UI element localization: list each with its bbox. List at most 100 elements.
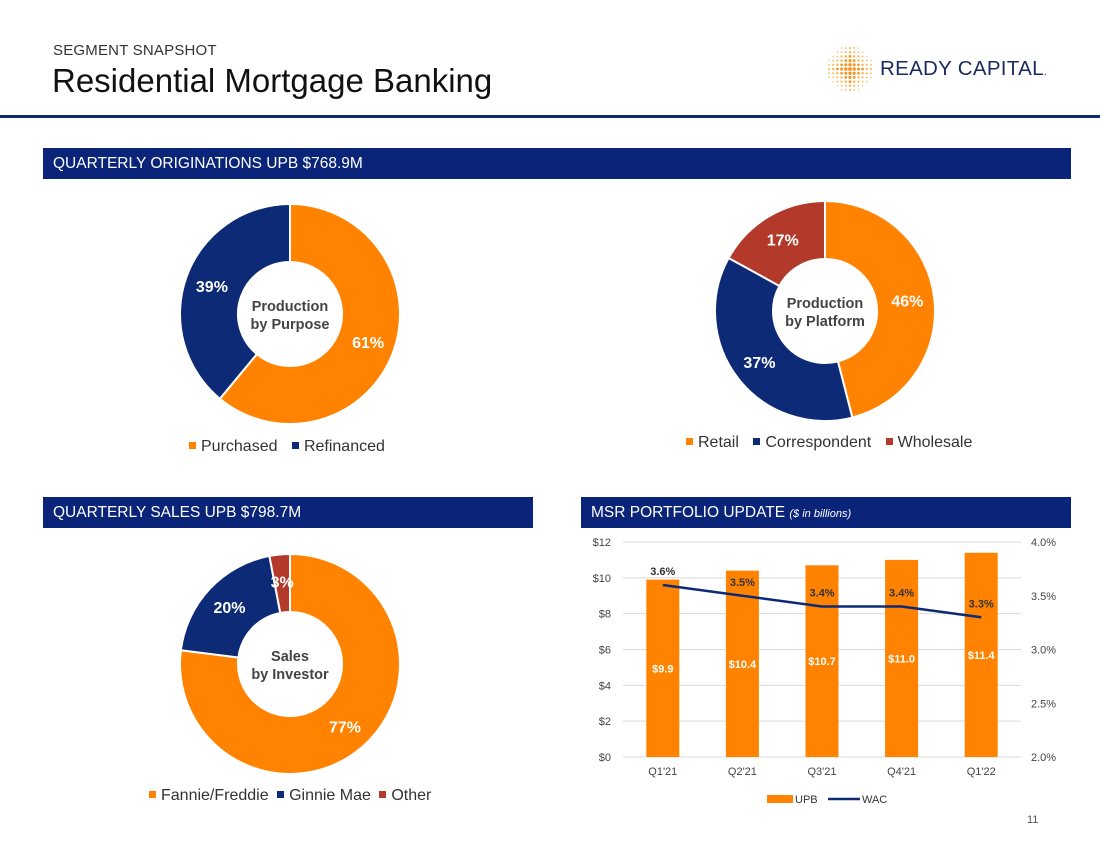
- logo-dot: [836, 72, 839, 75]
- logo-dot: [836, 63, 839, 66]
- legend-swatch: [277, 791, 285, 798]
- logo-dot: [853, 55, 856, 58]
- logo-dot: [836, 85, 839, 87]
- legend-label-wac: WAC: [862, 794, 887, 806]
- logo-dot: [844, 63, 848, 67]
- legend-swatch: [149, 791, 156, 798]
- page-number: 11: [1027, 814, 1039, 826]
- slice-label-purchased: 61%: [352, 335, 384, 352]
- logo-dot: [861, 85, 864, 87]
- logo-dot: [840, 47, 843, 49]
- logo-dot: [861, 55, 864, 58]
- logo-dot: [861, 59, 864, 62]
- legend-label-upb: UPB: [795, 794, 818, 806]
- logo-dot: [840, 51, 843, 54]
- logo-dot: [861, 80, 864, 83]
- slice-label-wholesale: 17%: [767, 233, 799, 250]
- logo-dot: [840, 84, 843, 87]
- sales-by-investor-donut: 77% 20% 3% Sales by Investor: [179, 552, 401, 775]
- logo-dot: [832, 80, 834, 83]
- logo-dot: [857, 55, 860, 58]
- logo-dot: [848, 84, 852, 87]
- logo-dot: [857, 76, 860, 79]
- logo-dot: [828, 59, 830, 62]
- wac-point-label: 3.3%: [969, 598, 994, 610]
- bar-upb-q2-21: [725, 570, 759, 757]
- logo-dot: [861, 67, 864, 71]
- logo-dot: [865, 67, 868, 71]
- logo-dot: [857, 63, 860, 67]
- originations-band: QUARTERLY ORIGINATIONS UPB $768.9M: [43, 148, 1071, 179]
- logo-dot: [852, 63, 856, 67]
- logo-dot: [840, 80, 843, 83]
- y-left-tick-label: $12: [593, 537, 611, 549]
- logo-dot: [849, 89, 851, 91]
- logo-dot: [848, 71, 852, 75]
- logo-dot: [832, 72, 835, 75]
- logo-dot: [844, 55, 847, 58]
- legend-swatch-upb: [767, 795, 793, 803]
- legend-item-refinanced: Refinanced: [291, 438, 385, 455]
- logo-dot: [849, 47, 851, 49]
- logo-dot: [870, 76, 872, 79]
- logo-dot: [840, 63, 843, 67]
- y-right-tick-label: 3.5%: [1031, 591, 1056, 603]
- logo-dot: [856, 67, 860, 71]
- logo-dot: [844, 76, 848, 79]
- logo-dot: [832, 76, 835, 79]
- production-by-platform-donut: 46% 37% 17% Production by Platform: [714, 199, 936, 422]
- logo-dot: [840, 71, 843, 75]
- y-left-tick-label: $8: [599, 609, 611, 621]
- logo-dot: [857, 59, 860, 62]
- logo-dot: [857, 84, 860, 87]
- bar-value-label: $11.4: [968, 650, 996, 662]
- wac-point-label: 3.4%: [889, 588, 914, 600]
- logo-dot: [865, 63, 868, 66]
- logo-dot: [861, 72, 864, 75]
- y-right-tick-label: 4.0%: [1031, 537, 1056, 549]
- legend-item-correspondent: Correspondent: [753, 434, 871, 451]
- logo-dot: [844, 59, 848, 62]
- logo-dot: [853, 89, 856, 91]
- slice-fannie-freddie: [179, 552, 401, 775]
- logo-dot: [852, 67, 856, 71]
- logo-dot: [852, 76, 856, 79]
- logo-dot: [836, 67, 839, 71]
- logo-dot: [844, 67, 848, 71]
- x-tick-label: Q3'21: [807, 766, 836, 778]
- page-title: Residential Mortgage Banking: [52, 62, 493, 99]
- slice-correspondent: [714, 256, 854, 422]
- logo-dot: [828, 63, 830, 66]
- logo-dot: [832, 55, 834, 58]
- slice-refinanced: [179, 202, 291, 401]
- slice-purchased: [218, 202, 401, 425]
- legend-swatch: [686, 438, 693, 445]
- sales-band: QUARTERLY SALES UPB $798.7M: [43, 497, 533, 528]
- y-left-tick-label: $10: [593, 573, 611, 585]
- logo-text: READY CAPITAL.: [880, 57, 1048, 80]
- logo-dot: [865, 59, 868, 62]
- investor-legend: Fannie/Freddie Ginnie Mae Other: [149, 787, 431, 805]
- logo-dot: [848, 55, 852, 58]
- logo-dot: [853, 84, 856, 87]
- bar-upb-q4-21: [885, 559, 919, 757]
- bar-upb-q3-21: [805, 565, 839, 757]
- bar-value-label: $10.4: [729, 659, 757, 671]
- platform-legend: Retail Correspondent Wholesale: [686, 434, 972, 452]
- slice-wholesale: [727, 199, 826, 288]
- msr-band-note: ($ in billions): [789, 508, 852, 520]
- slice-label-other: 3%: [271, 574, 294, 591]
- logo-dot: [840, 67, 844, 71]
- legend-swatch: [189, 442, 196, 449]
- slice-other: [268, 552, 291, 615]
- ready-capital-logo: READY CAPITAL.: [826, 44, 1066, 94]
- slice-label-correspondent: 37%: [743, 355, 775, 372]
- logo-dot: [848, 75, 852, 79]
- wac-point-label: 3.5%: [730, 577, 755, 589]
- x-tick-label: Q2'21: [728, 766, 757, 778]
- legend-swatch: [291, 442, 299, 449]
- logo-dot: [857, 89, 860, 91]
- logo-dot: [836, 55, 839, 58]
- msr-band-title: MSR PORTFOLIO UPDATE: [591, 504, 786, 521]
- logo-dot: [844, 80, 847, 83]
